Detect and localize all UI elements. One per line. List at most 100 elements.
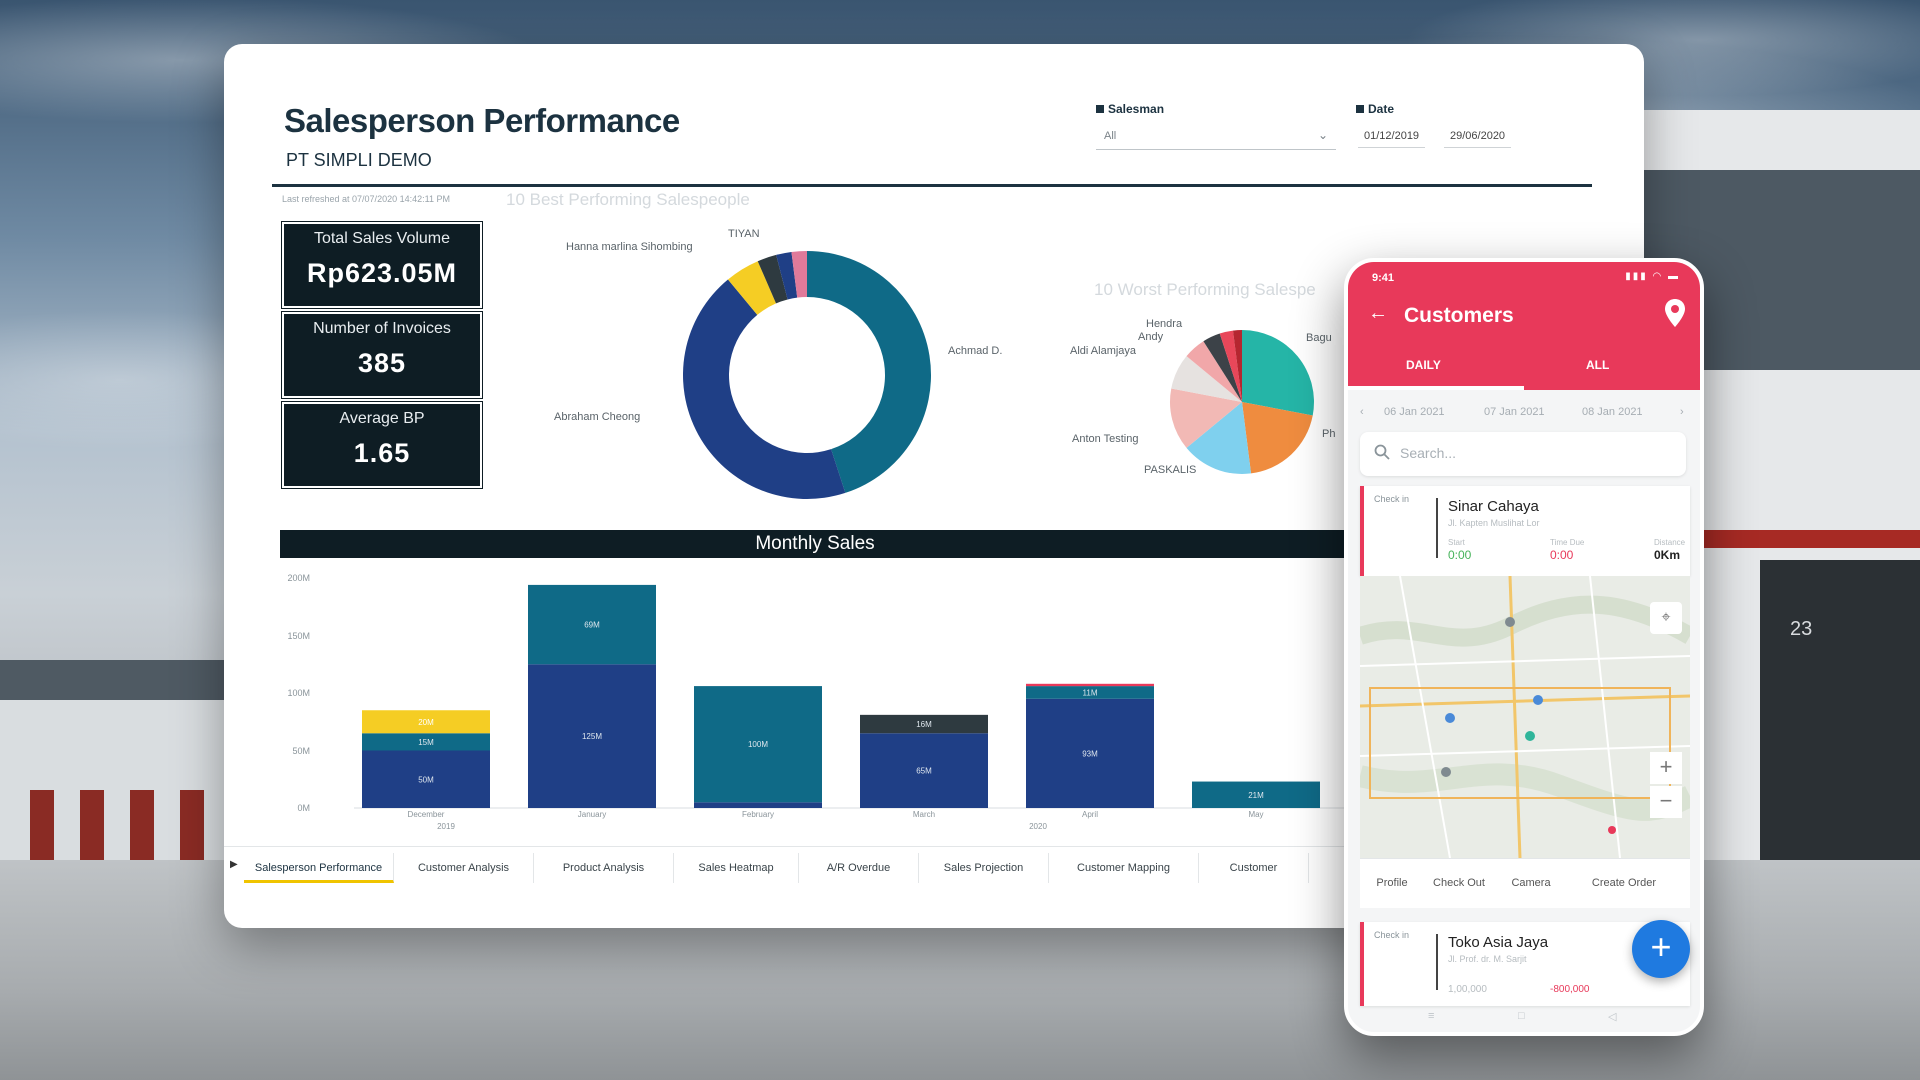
refresh-note: Last refreshed at 07/07/2020 14:42:11 PM (282, 194, 450, 204)
order-value: 1,00,000 (1448, 984, 1487, 995)
donut-slice[interactable] (727, 261, 777, 315)
create-order-button[interactable]: Create Order (1591, 877, 1657, 889)
time-due-label: Time Due (1550, 538, 1585, 547)
donut-label: TIYAN (728, 228, 760, 240)
date-next-icon[interactable]: › (1680, 406, 1684, 418)
x-tick-label: April (1081, 810, 1098, 819)
bar-segment[interactable] (860, 714, 988, 734)
customer-card[interactable]: Check in Sinar Cahaya Jl. Kapten Musliha… (1360, 486, 1690, 576)
pie-slice[interactable] (1203, 333, 1242, 402)
tab-sales-heatmap[interactable]: Sales Heatmap (674, 853, 799, 883)
profile-button[interactable]: Profile (1376, 877, 1408, 889)
locate-me-icon[interactable]: ⌖ (1650, 602, 1682, 634)
monthly-sales-title: Monthly Sales (280, 530, 1350, 558)
date-prev-icon[interactable]: ‹ (1360, 406, 1364, 418)
bar-segment[interactable] (860, 733, 988, 808)
tab-all[interactable]: ALL (1586, 358, 1610, 372)
search-placeholder: Search... (1400, 445, 1457, 461)
year-label: 2019 (437, 822, 455, 831)
x-tick-label: May (1248, 810, 1264, 819)
tab-scroll-left-icon[interactable]: ▶ (230, 859, 238, 870)
check-out-button[interactable]: Check Out (1433, 877, 1485, 889)
pie-slice[interactable] (1186, 402, 1252, 474)
worst-chart-title: 10 Worst Performing Salespe (1094, 280, 1316, 299)
date-to-input[interactable]: 29/06/2020 (1444, 126, 1512, 148)
pie-slice[interactable] (1242, 330, 1314, 416)
warehouse-right-red-trim (1640, 530, 1920, 548)
date-item[interactable]: 06 Jan 2021 (1384, 406, 1445, 418)
camera-button[interactable]: Camera (1511, 877, 1551, 889)
zoom-out-icon[interactable]: − (1650, 786, 1682, 818)
loading-door (30, 790, 54, 860)
app-title: Customers (1404, 304, 1514, 327)
bar-data-label: 65M (916, 767, 932, 776)
pie-slice[interactable] (1186, 341, 1242, 402)
pie-slice[interactable] (1219, 330, 1242, 402)
card-divider (1436, 934, 1438, 990)
map-pin-icon[interactable] (1664, 298, 1686, 328)
bar-data-label: 11M (1083, 688, 1098, 697)
tab-daily[interactable]: DAILY (1406, 358, 1441, 372)
kpi-label: Number of Invoices (313, 320, 451, 337)
best-chart-title: 10 Best Performing Salespeople (506, 190, 750, 209)
back-icon[interactable]: ◁ (1608, 1011, 1617, 1023)
menu-icon[interactable]: ≡ (1428, 1010, 1435, 1022)
bar-segment[interactable] (1026, 698, 1154, 808)
app-header: 9:41 ▮▮▮ ◠ ▬ ← Customers DAILY ALL (1348, 262, 1700, 390)
pie-slice[interactable] (1242, 402, 1313, 474)
back-arrow-icon[interactable]: ← (1368, 302, 1388, 324)
distance-value: 0Km (1654, 548, 1681, 562)
bar-segment[interactable] (694, 802, 822, 808)
date-item-selected[interactable]: 07 Jan 2021 (1484, 406, 1545, 418)
checkin-status: Check in (1374, 930, 1410, 940)
bar-segment[interactable] (528, 664, 656, 808)
donut-slice[interactable] (683, 279, 846, 499)
tab-customer-analysis[interactable]: Customer Analysis (394, 853, 534, 883)
x-tick-label: March (912, 810, 936, 819)
donut-slice[interactable] (791, 251, 807, 298)
date-from-input[interactable]: 01/12/2019 (1358, 126, 1426, 148)
status-time: 9:41 (1372, 272, 1395, 284)
bar-segment[interactable] (362, 710, 490, 734)
pie-label: Andy (1138, 331, 1164, 343)
start-value: 0:00 (1448, 548, 1472, 562)
customer-map[interactable]: ⌖ + − (1360, 576, 1690, 858)
add-customer-button[interactable]: + (1632, 920, 1690, 978)
donut-slice[interactable] (807, 251, 931, 493)
bar-segment[interactable] (1192, 781, 1320, 808)
donut-slice[interactable] (757, 254, 788, 304)
zoom-in-icon[interactable]: + (1650, 752, 1682, 784)
bar-segment[interactable] (362, 733, 490, 751)
loading-door (130, 790, 154, 860)
tab-indicator (1348, 386, 1524, 390)
pie-slice[interactable] (1171, 356, 1242, 402)
home-icon[interactable]: □ (1518, 1010, 1525, 1022)
customer-name: Sinar Cahaya (1448, 498, 1539, 515)
pie-label: Anton Testing (1072, 433, 1139, 445)
tab-sales-projection[interactable]: Sales Projection (919, 853, 1049, 883)
donut-label: Achmad D. (948, 345, 1003, 357)
tab-ar-overdue[interactable]: A/R Overdue (799, 853, 919, 883)
bar-segment[interactable] (362, 750, 490, 809)
search-input[interactable]: Search... (1360, 432, 1686, 476)
pie-slice[interactable] (1232, 330, 1242, 402)
bar-segment[interactable] (1026, 683, 1154, 687)
pie-label: PASKALIS (1144, 464, 1197, 476)
distance-label: Distance (1654, 538, 1686, 547)
tab-customer-mapping[interactable]: Customer Mapping (1049, 853, 1199, 883)
kpi-total-sales: Total Sales Volume Rp623.05M (281, 221, 483, 309)
pie-slice[interactable] (1170, 388, 1242, 448)
bar-segment[interactable] (528, 584, 656, 665)
salesman-filter-select[interactable]: All ⌄ (1096, 124, 1336, 150)
tab-salesperson-performance[interactable]: Salesperson Performance (244, 853, 394, 883)
bar-segment[interactable] (694, 686, 822, 803)
tab-product-analysis[interactable]: Product Analysis (534, 853, 674, 883)
donut-slice[interactable] (776, 251, 798, 300)
tab-customer[interactable]: Customer (1199, 853, 1309, 883)
loading-door (180, 790, 204, 860)
y-tick-label: 50M (292, 745, 310, 756)
bar-data-label: 100M (748, 740, 768, 749)
date-item[interactable]: 08 Jan 2021 (1582, 406, 1643, 418)
year-label: 2020 (1029, 822, 1047, 831)
bar-segment[interactable] (1026, 686, 1154, 699)
